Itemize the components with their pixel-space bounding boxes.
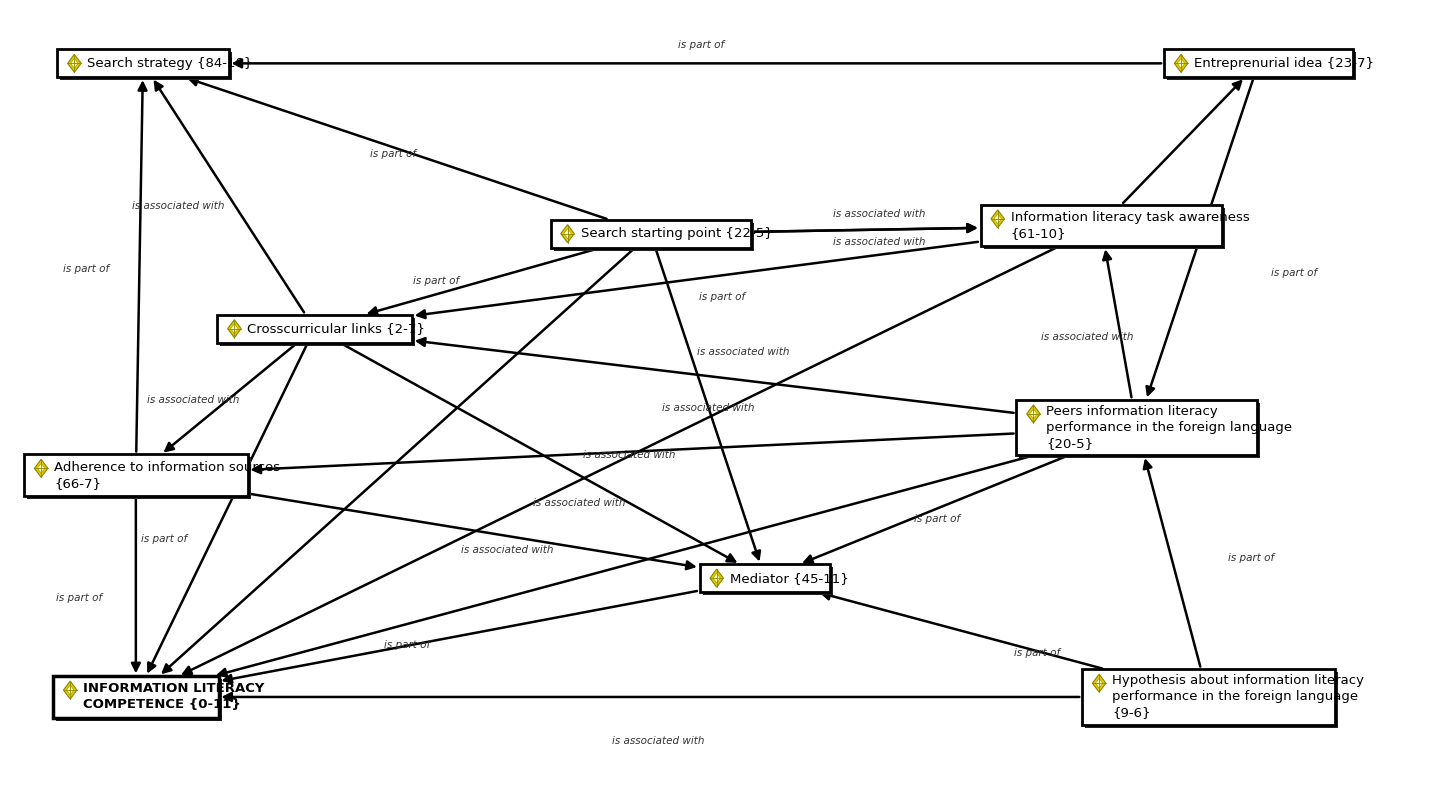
- FancyBboxPatch shape: [1020, 403, 1260, 459]
- Text: is part of: is part of: [914, 514, 960, 524]
- Text: is associated with: is associated with: [698, 348, 789, 357]
- Text: is part of: is part of: [142, 534, 187, 543]
- Polygon shape: [563, 229, 572, 238]
- Polygon shape: [67, 55, 82, 72]
- FancyBboxPatch shape: [56, 680, 222, 721]
- Text: is associated with: is associated with: [583, 451, 675, 460]
- Polygon shape: [714, 573, 721, 583]
- Text: is associated with: is associated with: [133, 201, 225, 211]
- Text: is part of: is part of: [56, 593, 102, 603]
- Text: INFORMATION LITERACY
COMPETENCE {0-11}: INFORMATION LITERACY COMPETENCE {0-11}: [83, 683, 265, 711]
- FancyBboxPatch shape: [1083, 669, 1334, 725]
- Text: is associated with: is associated with: [462, 546, 553, 555]
- Text: Peers information literacy
performance in the foreign language
{20-5}: Peers information literacy performance i…: [1047, 406, 1293, 450]
- Polygon shape: [1093, 674, 1105, 692]
- FancyBboxPatch shape: [981, 205, 1221, 246]
- Polygon shape: [230, 324, 239, 333]
- Text: is part of: is part of: [1271, 268, 1317, 278]
- Polygon shape: [1095, 678, 1103, 688]
- Text: is part of: is part of: [1014, 649, 1060, 658]
- Text: is associated with: is associated with: [834, 237, 925, 246]
- FancyBboxPatch shape: [702, 567, 834, 595]
- Text: is associated with: is associated with: [1041, 332, 1133, 341]
- Polygon shape: [1174, 55, 1188, 72]
- Polygon shape: [66, 685, 74, 695]
- Polygon shape: [34, 459, 47, 478]
- Text: is associated with: is associated with: [147, 395, 239, 405]
- FancyBboxPatch shape: [27, 458, 250, 499]
- Text: is associated with: is associated with: [612, 736, 704, 745]
- FancyBboxPatch shape: [699, 564, 831, 592]
- Polygon shape: [994, 214, 1001, 224]
- FancyBboxPatch shape: [220, 318, 415, 345]
- Text: is part of: is part of: [699, 292, 745, 302]
- FancyBboxPatch shape: [60, 52, 232, 80]
- Text: is part of: is part of: [385, 641, 430, 650]
- Polygon shape: [1177, 59, 1185, 68]
- FancyBboxPatch shape: [1167, 52, 1356, 80]
- Text: Mediator {45-11}: Mediator {45-11}: [729, 572, 848, 584]
- Polygon shape: [227, 320, 242, 337]
- Polygon shape: [1030, 409, 1037, 419]
- FancyBboxPatch shape: [57, 49, 229, 78]
- FancyBboxPatch shape: [553, 223, 754, 250]
- Polygon shape: [63, 681, 77, 699]
- FancyBboxPatch shape: [1164, 49, 1353, 78]
- Text: Adherence to information sources
{66-7}: Adherence to information sources {66-7}: [54, 461, 280, 489]
- Text: Crosscurricular links {2-7}: Crosscurricular links {2-7}: [247, 322, 425, 335]
- FancyBboxPatch shape: [984, 208, 1224, 249]
- FancyBboxPatch shape: [1085, 672, 1337, 728]
- Text: is associated with: is associated with: [662, 403, 754, 413]
- Polygon shape: [561, 225, 575, 242]
- Text: Search strategy {84-10}: Search strategy {84-10}: [87, 57, 253, 70]
- Polygon shape: [709, 569, 724, 587]
- Text: Search starting point {22-5}: Search starting point {22-5}: [581, 227, 772, 240]
- Text: is associated with: is associated with: [834, 209, 925, 219]
- Text: is part of: is part of: [63, 265, 109, 274]
- FancyBboxPatch shape: [24, 455, 247, 496]
- Text: is part of: is part of: [413, 276, 459, 286]
- Polygon shape: [37, 463, 44, 474]
- Text: is part of: is part of: [1228, 554, 1274, 563]
- Polygon shape: [70, 59, 79, 68]
- Text: Entreprenurial idea {23-7}: Entreprenurial idea {23-7}: [1194, 57, 1374, 70]
- Polygon shape: [991, 210, 1004, 228]
- Text: is part of: is part of: [678, 40, 724, 50]
- Text: is associated with: is associated with: [533, 498, 625, 508]
- FancyBboxPatch shape: [551, 219, 751, 248]
- FancyBboxPatch shape: [217, 314, 412, 343]
- Polygon shape: [1027, 405, 1040, 423]
- Text: is part of: is part of: [370, 150, 416, 159]
- FancyBboxPatch shape: [1017, 400, 1257, 455]
- FancyBboxPatch shape: [53, 676, 219, 718]
- Text: Information literacy task awareness
{61-10}: Information literacy task awareness {61-…: [1011, 211, 1250, 240]
- Text: Hypothesis about information literacy
performance in the foreign language
{9-6}: Hypothesis about information literacy pe…: [1113, 675, 1364, 719]
